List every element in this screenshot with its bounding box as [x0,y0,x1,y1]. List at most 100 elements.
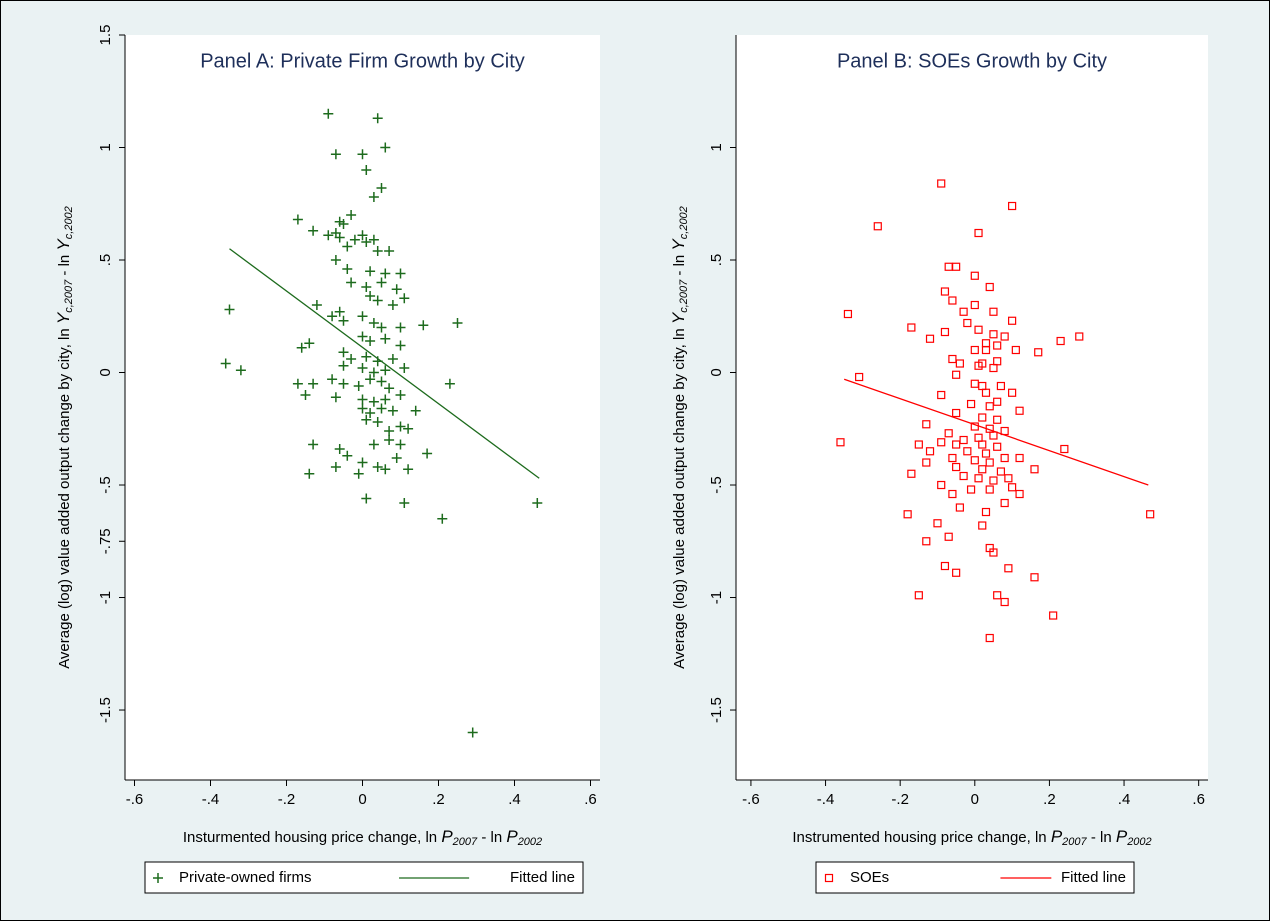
point [981,388,991,397]
point [376,277,387,288]
point [1004,474,1013,483]
point [368,318,379,329]
y-tick-label: .5 [708,254,725,267]
point [1008,388,1017,397]
point [974,361,983,370]
point [365,374,376,385]
point [940,561,950,571]
point [937,179,946,188]
point [959,307,968,316]
point [952,262,961,271]
point [368,439,379,450]
point [346,210,357,221]
point [937,480,946,490]
point [357,230,368,241]
point [387,300,398,311]
point [357,149,368,160]
point [1049,611,1058,620]
point [395,340,406,351]
axis-label-part: Insturmented housing price change, ln [183,829,442,846]
point [384,435,395,446]
axis-label: Average (log) value added output change … [54,206,74,669]
point [391,453,402,464]
point [996,467,1006,476]
x-tick-label: .6 [1192,791,1205,808]
point [376,376,387,387]
point [349,234,360,245]
point [914,440,923,449]
axis-label-part: P [1116,827,1128,846]
axis-label-part: Instrumented housing price change, ln [792,829,1051,846]
axis-label-part: - ln [477,829,506,846]
point [308,378,319,389]
point [361,237,372,248]
axis-label-part: c,2002 [678,206,690,239]
axis-label: Average (log) value added output change … [669,206,689,669]
point [974,228,983,238]
point [955,359,964,368]
axis-label-part: Average (log) value added output change … [56,324,73,669]
point [925,447,935,456]
point [338,219,349,230]
point [361,165,372,176]
point [437,513,448,524]
x-tick-label: .6 [584,791,597,808]
point [1000,498,1009,508]
point [376,322,387,333]
point [993,397,1002,406]
point [410,405,421,416]
panel-title: Panel A: Private Firm Growth by City [200,50,525,72]
y-tick-label: -.5 [97,476,114,494]
point [395,322,406,333]
point [959,471,968,481]
point [384,383,395,394]
y-tick-label: -1 [97,591,114,604]
point [387,405,398,416]
point [907,469,916,478]
point [395,421,406,432]
point [1056,336,1065,346]
point [952,408,961,418]
point [937,390,946,400]
point [959,435,968,445]
point [966,485,976,494]
point [338,315,349,326]
point [1000,453,1009,463]
point [372,417,383,428]
point [380,464,391,475]
point [380,365,391,376]
point [989,431,998,440]
point [224,304,235,315]
point [952,370,961,379]
point [330,255,341,266]
axis-label: Instrumented housing price change, ln P2… [792,827,1151,847]
point [353,381,364,392]
point [1015,489,1024,499]
point [452,318,463,329]
x-tick-label: 0 [358,791,366,808]
axis-label: Insturmented housing price change, ln P2… [183,827,542,847]
point [1008,316,1017,325]
point [357,331,368,342]
point [952,568,961,577]
point [376,403,387,414]
point [981,507,991,517]
point [1075,332,1084,341]
point [399,363,410,374]
point [422,448,433,459]
point [981,449,991,458]
point [1004,564,1013,573]
point [357,363,368,374]
y-tick-label: -1.5 [97,697,114,723]
point [368,396,379,407]
point [372,246,383,257]
point [403,423,414,434]
axis-label-part: - ln [1087,829,1116,846]
point [365,408,376,419]
point [963,318,972,328]
point [836,438,845,447]
point [922,458,931,467]
x-tick-label: .4 [1118,791,1131,808]
legend-label: Fitted line [510,869,575,886]
point [327,374,338,385]
